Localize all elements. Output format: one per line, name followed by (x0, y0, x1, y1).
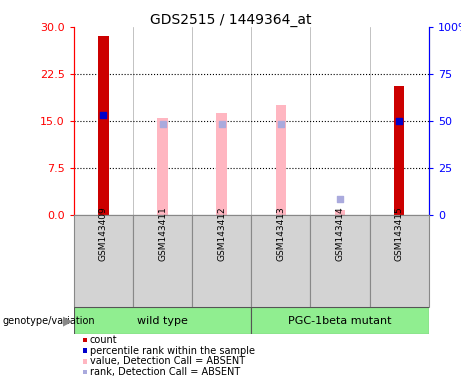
Bar (276, 105, 286, 215)
Text: ▶: ▶ (64, 314, 73, 327)
Bar (157, 118, 168, 215)
FancyBboxPatch shape (310, 215, 370, 307)
FancyBboxPatch shape (251, 215, 310, 307)
Bar (335, 210, 345, 215)
FancyBboxPatch shape (74, 307, 251, 334)
Text: PGC-1beta mutant: PGC-1beta mutant (288, 316, 392, 326)
Point (277, 121, 284, 127)
Text: value, Detection Call = ABSENT: value, Detection Call = ABSENT (89, 356, 245, 366)
FancyBboxPatch shape (192, 215, 251, 307)
Text: GSM143409: GSM143409 (99, 206, 108, 261)
Text: GSM143411: GSM143411 (158, 206, 167, 261)
Text: wild type: wild type (137, 316, 188, 326)
FancyBboxPatch shape (370, 215, 429, 307)
FancyBboxPatch shape (74, 215, 133, 307)
Text: GDS2515 / 1449364_at: GDS2515 / 1449364_at (150, 13, 311, 27)
Point (218, 121, 225, 127)
FancyBboxPatch shape (251, 307, 429, 334)
Point (336, 196, 343, 202)
Text: GSM143412: GSM143412 (217, 207, 226, 261)
Bar (216, 113, 227, 215)
Point (396, 118, 403, 124)
Text: percentile rank within the sample: percentile rank within the sample (89, 346, 254, 356)
Text: genotype/variation: genotype/variation (2, 316, 95, 326)
Text: GSM143415: GSM143415 (395, 206, 404, 261)
Text: GSM143414: GSM143414 (336, 207, 344, 261)
Point (100, 112, 107, 118)
Text: count: count (89, 335, 117, 345)
Bar (98, 36, 109, 215)
Bar (394, 86, 404, 215)
FancyBboxPatch shape (133, 215, 192, 307)
Text: rank, Detection Call = ABSENT: rank, Detection Call = ABSENT (89, 367, 240, 377)
Point (159, 121, 166, 127)
Text: GSM143413: GSM143413 (276, 206, 285, 261)
